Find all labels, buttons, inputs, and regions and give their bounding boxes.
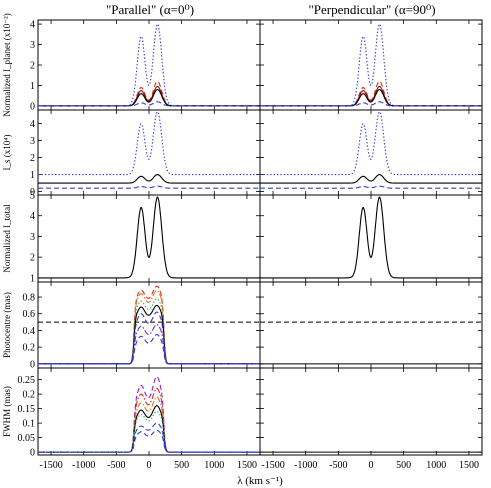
panel-row-3-left: 1 2 3 4 5	[30, 191, 261, 284]
series-line-row-4-4	[38, 311, 260, 365]
x-tick-label-right: -1000	[294, 460, 317, 471]
x-tick-label-right: 1000	[426, 460, 446, 471]
y-axis-label-row-1: Normalized I_planet (x10⁻²)	[2, 13, 12, 116]
y-tick-label-row-4: 0.6	[23, 309, 36, 320]
y-tick-label-row-5: 0.2	[23, 390, 36, 401]
x-tick-label-right: -1500	[261, 460, 284, 471]
series-line-row-1-3	[38, 89, 260, 107]
y-tick-label-row-3: 2	[30, 253, 35, 264]
y-tick-label-row-5: 0	[30, 448, 35, 459]
panel-row-4-right	[259, 281, 483, 369]
y-axis-label-row-5: FWHM (mas)	[2, 386, 12, 437]
x-tick-label-right: -500	[329, 460, 347, 471]
x-tick-label-left: -1000	[72, 460, 95, 471]
y-tick-label-row-4: 0.4	[23, 326, 36, 337]
series-line-row-3-0	[38, 196, 260, 279]
y-tick-label-row-3: 5	[30, 191, 35, 202]
x-tick-label-right: 500	[396, 460, 411, 471]
panel-frame-row-3-left	[37, 194, 261, 283]
y-tick-label-row-1: 4	[30, 20, 35, 31]
y-tick-label-row-2: 4	[30, 119, 35, 130]
series-line-row-1-0	[260, 23, 482, 107]
series-line-row-5-4	[38, 410, 260, 453]
y-tick-label-row-3: 4	[30, 211, 35, 222]
y-tick-label-row-5: 0.15	[18, 404, 36, 415]
y-tick-label-row-4: 0.8	[23, 293, 36, 304]
y-tick-label-row-2: 2	[30, 153, 35, 164]
y-tick-label-row-5: 0.25	[18, 375, 36, 386]
x-tick-label-left: 1500	[237, 460, 257, 471]
y-tick-label-row-2: 0	[30, 187, 35, 198]
y-tick-label-row-1: 3	[30, 40, 35, 51]
panel-frame-row-5-left	[37, 367, 261, 456]
panel-row-3-right	[259, 194, 483, 283]
x-tick-label-left: 500	[174, 460, 189, 471]
panel-row-1-left: 0 1 2 3 4	[30, 19, 261, 112]
panel-frame-row-1-left	[37, 19, 261, 111]
x-tick-label-left: -1500	[39, 460, 62, 471]
panel-frame-row-2-left	[37, 109, 261, 196]
y-tick-label-row-2: 1	[30, 170, 35, 181]
series-line-row-1-3	[260, 89, 482, 107]
series-line-row-4-2	[38, 298, 260, 365]
y-axis-label-row-3: Normalized I_total	[2, 204, 12, 273]
y-tick-label-row-4: 0.2	[23, 343, 36, 354]
panel-frame-row-5-right	[259, 367, 483, 456]
series-line-row-4-0	[38, 285, 260, 365]
y-tick-label-row-5: 0.05	[18, 433, 36, 444]
title-parallel: "Parallel" (α=0⁰)	[106, 2, 194, 17]
series-line-row-5-0	[38, 376, 260, 453]
panel-frame-row-3-right	[259, 194, 483, 283]
series-line-row-1-0	[38, 23, 260, 107]
series-line-row-1-2	[260, 85, 482, 107]
series-line-row-5-6	[38, 429, 260, 453]
series-line-row-2-1	[260, 174, 482, 184]
panel-frame-row-4-right	[259, 281, 483, 369]
title-perpendicular: "Perpendicular" (α=90⁰)	[308, 2, 435, 17]
panel-row-5-right	[259, 367, 483, 456]
series-line-row-3-0	[260, 196, 482, 279]
y-tick-label-row-5: 0.1	[23, 419, 36, 430]
panel-row-1-right	[259, 19, 483, 111]
series-line-row-2-0	[38, 110, 260, 176]
x-axis-label: λ (km s⁻¹)	[237, 475, 283, 487]
series-line-row-5-5	[38, 422, 260, 453]
series-line-row-1-4	[38, 101, 260, 107]
series-line-row-4-3	[38, 304, 260, 365]
y-tick-label-row-2: 3	[30, 136, 35, 147]
x-tick-label-right: 1500	[459, 460, 479, 471]
y-axis-label-row-4: Photocentre (mas)	[2, 292, 12, 358]
series-line-row-4-5	[38, 324, 260, 365]
series-line-row-5-3	[38, 405, 260, 453]
x-tick-label-left: -500	[107, 460, 125, 471]
x-tick-label-left: 1000	[204, 460, 224, 471]
panel-frame-row-2-right	[259, 109, 483, 196]
series-line-row-1-4	[260, 101, 482, 107]
y-tick-label-row-1: 1	[30, 81, 35, 92]
series-line-row-2-1	[38, 174, 260, 184]
panel-row-5-left: 0 0.05 0.1 0.15 0.2 0.25	[18, 367, 261, 459]
panel-row-2-left: 0 1 2 3 4	[30, 109, 261, 198]
series-line-row-4-6	[38, 334, 260, 365]
y-tick-label-row-1: 0	[30, 101, 35, 112]
series-line-row-5-2	[38, 396, 260, 453]
y-tick-label-row-1: 2	[30, 61, 35, 72]
panel-grid: Normalized I_planet (x10⁻²) 0 1 2 3 4 I_s (x10…	[2, 13, 483, 471]
panel-row-4-left: 0 0.2 0.4 0.6 0.8	[23, 281, 261, 370]
y-tick-label-row-3: 1	[30, 273, 35, 284]
series-line-row-2-2	[260, 185, 482, 189]
x-tick-label-right: 0	[369, 460, 374, 471]
panel-frame-row-1-right	[259, 19, 483, 111]
x-tick-label-left: 0	[147, 460, 152, 471]
panel-row-2-right	[259, 109, 483, 196]
panel-frame-row-4-left	[37, 281, 261, 369]
y-tick-label-row-3: 3	[30, 232, 35, 243]
series-line-row-2-0	[260, 110, 482, 176]
series-line-row-4-1	[38, 289, 260, 365]
series-line-row-1-2	[38, 85, 260, 107]
y-axis-label-row-2: I_s (x10⁴)	[2, 135, 12, 171]
series-line-row-2-2	[38, 185, 260, 189]
y-tick-label-row-4: 0	[30, 359, 35, 370]
